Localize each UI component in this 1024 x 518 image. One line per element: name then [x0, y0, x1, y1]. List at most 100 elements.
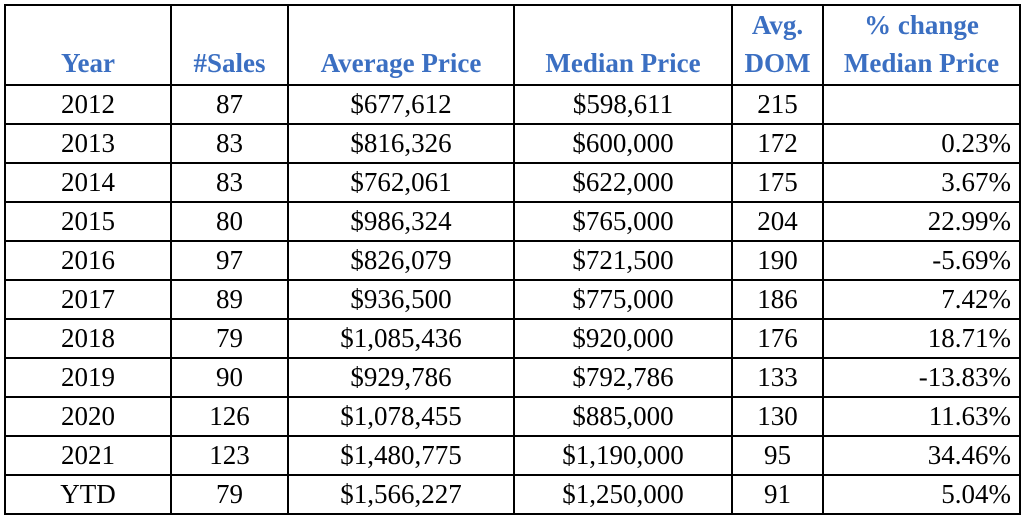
cell-pct-change: 18.71% — [822, 318, 1021, 359]
cell-sales: 90 — [170, 357, 289, 398]
column-header-pct-change: % change Median Price — [822, 4, 1021, 86]
table-header: Year #Sales Average Price Median Price Av… — [4, 4, 1021, 86]
cell-year: 2021 — [4, 435, 172, 476]
table-row: 2015 80 $986,324 $765,000 204 22.99% — [4, 201, 1021, 242]
column-header-avg-dom-line-2: DOM — [744, 48, 811, 78]
cell-year: 2014 — [4, 162, 172, 203]
column-header-year-line-2: Year — [61, 48, 115, 78]
cell-pct-change: 11.63% — [822, 396, 1021, 437]
cell-year: 2016 — [4, 240, 172, 281]
cell-sales: 79 — [170, 318, 289, 359]
column-header-sales-line-2: #Sales — [193, 48, 266, 78]
cell-pct-change: -13.83% — [822, 357, 1021, 398]
cell-average-price: $936,500 — [287, 279, 515, 320]
sales-table-container: Year #Sales Average Price Median Price Av… — [4, 4, 1021, 515]
column-header-year-line-1 — [12, 7, 164, 44]
column-header-median-price-line-2: Median Price — [545, 48, 701, 78]
cell-avg-dom: 95 — [731, 435, 824, 476]
column-header-average-price-line-1 — [295, 7, 507, 44]
table-row: 2012 87 $677,612 $598,611 215 — [4, 84, 1021, 125]
cell-average-price: $1,480,775 — [287, 435, 515, 476]
cell-avg-dom: 176 — [731, 318, 824, 359]
cell-sales: 89 — [170, 279, 289, 320]
column-header-avg-dom: Avg. DOM — [731, 4, 824, 86]
header-row: Year #Sales Average Price Median Price Av… — [4, 4, 1021, 86]
cell-avg-dom: 186 — [731, 279, 824, 320]
column-header-median-price-line-1 — [521, 7, 725, 44]
cell-sales: 80 — [170, 201, 289, 242]
cell-median-price: $721,500 — [513, 240, 733, 281]
cell-avg-dom: 215 — [731, 84, 824, 125]
cell-pct-change: 22.99% — [822, 201, 1021, 242]
table-row: 2017 89 $936,500 $775,000 186 7.42% — [4, 279, 1021, 320]
table-row: 2014 83 $762,061 $622,000 175 3.67% — [4, 162, 1021, 203]
cell-pct-change: 5.04% — [822, 474, 1021, 515]
cell-average-price: $816,326 — [287, 123, 515, 164]
cell-sales: 83 — [170, 123, 289, 164]
cell-sales: 83 — [170, 162, 289, 203]
table-body: 2012 87 $677,612 $598,611 215 2013 83 $816,326 $… — [4, 84, 1021, 515]
cell-year: YTD — [4, 474, 172, 515]
table-row: 2021 123 $1,480,775 $1,190,000 95 34.46% — [4, 435, 1021, 476]
sales-table: Year #Sales Average Price Median Price Av… — [4, 4, 1021, 515]
cell-avg-dom: 91 — [731, 474, 824, 515]
column-header-pct-change-line-1: % change — [864, 10, 979, 40]
cell-year: 2013 — [4, 123, 172, 164]
cell-median-price: $598,611 — [513, 84, 733, 125]
cell-median-price: $600,000 — [513, 123, 733, 164]
column-header-average-price: Average Price — [287, 4, 515, 86]
cell-average-price: $1,078,455 — [287, 396, 515, 437]
cell-median-price: $1,250,000 — [513, 474, 733, 515]
cell-pct-change: 0.23% — [822, 123, 1021, 164]
cell-median-price: $775,000 — [513, 279, 733, 320]
cell-avg-dom: 204 — [731, 201, 824, 242]
cell-median-price: $792,786 — [513, 357, 733, 398]
column-header-year: Year — [4, 4, 172, 86]
cell-avg-dom: 172 — [731, 123, 824, 164]
cell-average-price: $1,085,436 — [287, 318, 515, 359]
cell-year: 2017 — [4, 279, 172, 320]
cell-average-price: $1,566,227 — [287, 474, 515, 515]
column-header-pct-change-line-2: Median Price — [843, 48, 1000, 78]
table-row: 2020 126 $1,078,455 $885,000 130 11.63% — [4, 396, 1021, 437]
column-header-sales-line-1 — [178, 7, 281, 44]
cell-pct-change: 3.67% — [822, 162, 1021, 203]
cell-average-price: $762,061 — [287, 162, 515, 203]
table-row: 2013 83 $816,326 $600,000 172 0.23% — [4, 123, 1021, 164]
cell-year: 2012 — [4, 84, 172, 125]
cell-median-price: $622,000 — [513, 162, 733, 203]
cell-year: 2015 — [4, 201, 172, 242]
cell-avg-dom: 175 — [731, 162, 824, 203]
cell-median-price: $920,000 — [513, 318, 733, 359]
cell-avg-dom: 133 — [731, 357, 824, 398]
cell-median-price: $885,000 — [513, 396, 733, 437]
cell-median-price: $765,000 — [513, 201, 733, 242]
cell-average-price: $677,612 — [287, 84, 515, 125]
cell-pct-change — [822, 84, 1021, 125]
cell-avg-dom: 190 — [731, 240, 824, 281]
cell-average-price: $929,786 — [287, 357, 515, 398]
cell-average-price: $986,324 — [287, 201, 515, 242]
cell-year: 2020 — [4, 396, 172, 437]
cell-average-price: $826,079 — [287, 240, 515, 281]
cell-avg-dom: 130 — [731, 396, 824, 437]
cell-sales: 123 — [170, 435, 289, 476]
table-row: 2019 90 $929,786 $792,786 133 -13.83% — [4, 357, 1021, 398]
cell-pct-change: 34.46% — [822, 435, 1021, 476]
cell-sales: 126 — [170, 396, 289, 437]
cell-year: 2018 — [4, 318, 172, 359]
cell-median-price: $1,190,000 — [513, 435, 733, 476]
column-header-sales: #Sales — [170, 4, 289, 86]
cell-sales: 97 — [170, 240, 289, 281]
column-header-median-price: Median Price — [513, 4, 733, 86]
cell-pct-change: -5.69% — [822, 240, 1021, 281]
column-header-average-price-line-2: Average Price — [320, 48, 482, 78]
cell-sales: 79 — [170, 474, 289, 515]
cell-pct-change: 7.42% — [822, 279, 1021, 320]
table-row: 2016 97 $826,079 $721,500 190 -5.69% — [4, 240, 1021, 281]
cell-year: 2019 — [4, 357, 172, 398]
column-header-avg-dom-line-1: Avg. — [751, 10, 804, 40]
table-row: 2018 79 $1,085,436 $920,000 176 18.71% — [4, 318, 1021, 359]
cell-sales: 87 — [170, 84, 289, 125]
table-row: YTD 79 $1,566,227 $1,250,000 91 5.04% — [4, 474, 1021, 515]
